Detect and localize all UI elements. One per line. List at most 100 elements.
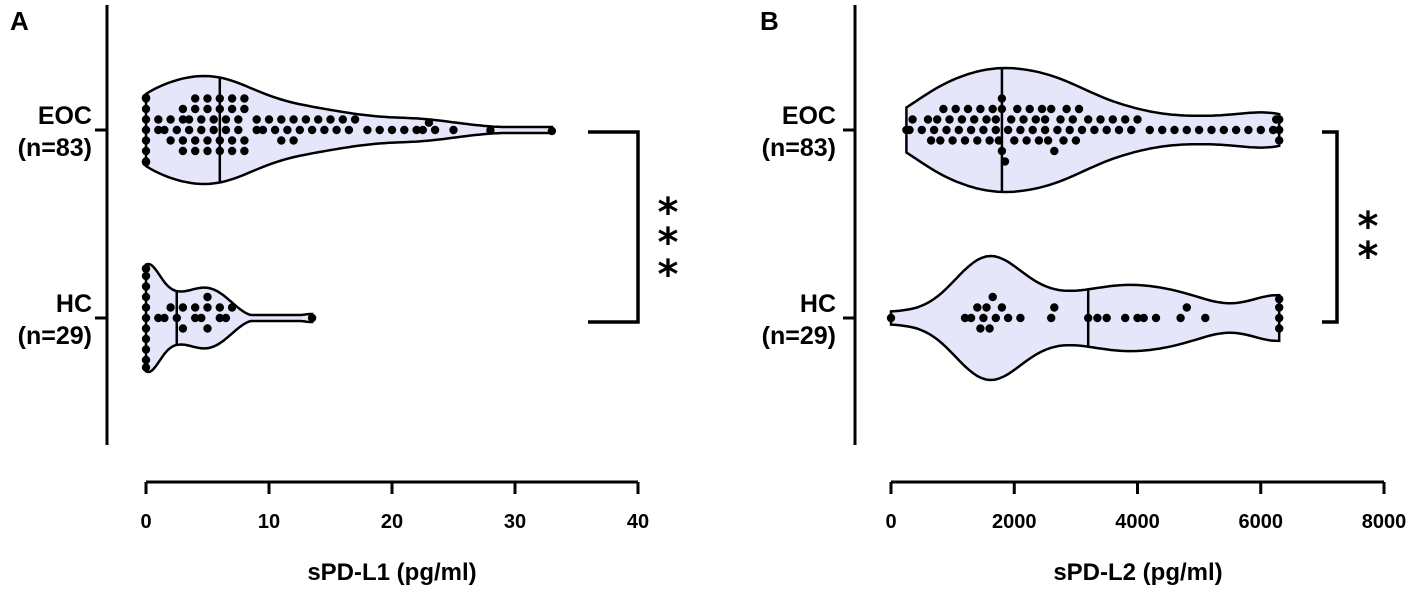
data-point [960,136,970,145]
data-point [936,136,945,145]
data-point [997,104,1007,114]
data-point [326,115,335,124]
data-point [945,115,954,124]
data-point [314,115,323,124]
data-point [252,125,261,135]
data-point [221,313,231,323]
data-point [141,264,151,273]
data-point [215,313,224,323]
data-point [1047,313,1056,323]
data-point [203,136,212,145]
data-point [449,125,458,135]
data-point [197,125,206,135]
data-point [1043,136,1053,145]
panel-letter: B [760,6,779,36]
data-point [141,136,151,145]
data-point [985,136,994,145]
data-point [184,115,194,124]
data-point [141,125,151,135]
data-point [209,115,218,124]
data-point [1275,303,1284,312]
data-point [1275,294,1284,304]
data-point [400,125,409,135]
data-point [1050,146,1059,156]
data-point [1000,157,1010,166]
data-point [966,125,976,135]
data-point [1059,136,1068,145]
data-point [203,292,212,302]
data-point [270,125,280,135]
data-point [338,115,347,124]
data-point [991,125,1000,135]
data-point [1121,115,1130,124]
data-point [240,94,249,103]
data-point [1003,313,1013,323]
significance-star: * [658,252,679,298]
data-point [991,313,1000,323]
data-point [929,125,939,135]
data-point [982,303,991,312]
data-point [141,313,151,323]
data-point [160,313,169,323]
data-point [277,136,286,145]
data-point [1268,125,1278,135]
data-point [203,104,212,114]
x-tick-label: 30 [504,511,526,533]
data-point [1102,313,1111,323]
category-n-label: (n=29) [18,322,92,350]
data-point [926,136,936,145]
data-point [234,115,243,124]
data-point [905,125,914,135]
data-point [1003,125,1013,135]
data-point [997,146,1007,156]
data-point [1275,125,1284,135]
category-label: HC [800,290,836,318]
data-point [948,136,957,145]
data-point [203,303,212,312]
data-point [923,115,933,124]
data-point [1127,125,1136,135]
data-point [1013,104,1022,114]
data-point [997,94,1007,103]
data-point [976,324,985,333]
violin-group-eoc: EOC (n=83) [18,74,557,186]
data-point [344,125,354,135]
data-point [191,146,200,156]
category-label: HC [56,290,92,318]
data-point [1025,104,1034,114]
panel-letter: A [10,6,29,36]
data-point [252,115,261,124]
data-point [1256,125,1266,135]
data-point [172,313,181,323]
data-point [1068,115,1078,124]
data-point [547,126,557,136]
data-point [1071,136,1081,145]
data-point [197,313,206,323]
data-point [240,136,249,145]
data-point [1158,125,1167,135]
category-n-label: (n=83) [762,134,836,162]
data-point [363,125,372,135]
data-point [486,126,495,135]
data-point [1151,313,1161,323]
data-point [951,104,960,114]
data-point [1053,125,1062,135]
data-point [1275,324,1284,333]
data-point [988,292,997,302]
violin-group-hc: HC (n=29) [18,262,317,374]
data-point [191,104,200,114]
data-point [1133,115,1142,124]
data-point [203,324,212,333]
data-point [1102,125,1111,135]
x-tick-label: 20 [381,511,403,533]
data-point [166,136,175,145]
significance-star: * [1358,204,1379,250]
data-point [350,115,360,124]
data-point [191,94,200,103]
data-point [1040,125,1050,135]
data-point [154,313,163,323]
data-point [957,115,967,124]
data-point [973,136,982,145]
data-point [988,104,997,114]
data-point [295,125,304,135]
